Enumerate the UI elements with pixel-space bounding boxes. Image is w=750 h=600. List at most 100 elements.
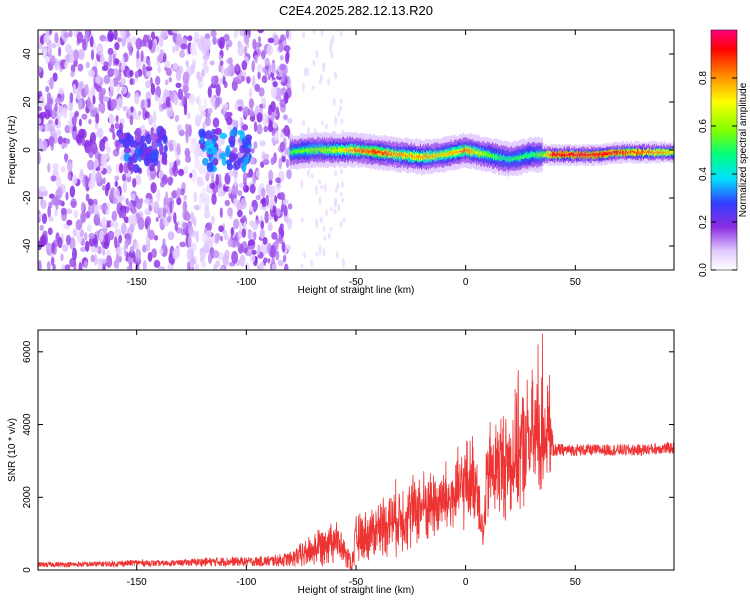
noise-speckle: [203, 210, 211, 219]
noise-speckle: [284, 91, 289, 104]
band-cell: [649, 151, 652, 154]
band-cell: [649, 148, 652, 155]
noise-speckle: [201, 186, 207, 199]
noise-speckle: [179, 241, 187, 248]
noise-speckle: [112, 220, 118, 227]
band-cell: [298, 148, 301, 153]
noise-speckle: [283, 125, 290, 137]
noise-speckle: [135, 266, 140, 270]
noise-speckle: [73, 209, 79, 219]
noise-speckle: [257, 30, 264, 34]
band-cell: [432, 155, 435, 157]
noise-speckle: [111, 210, 117, 222]
band-cell: [300, 150, 303, 153]
noise-speckle: [253, 141, 258, 150]
noise-blob: [241, 162, 247, 173]
noise-speckle: [54, 32, 59, 44]
band-cell: [417, 155, 419, 159]
noise-speckle: [330, 207, 334, 212]
band-cell: [464, 148, 467, 152]
noise-speckle: [306, 169, 310, 177]
noise-speckle: [261, 197, 267, 208]
noise-speckle: [134, 174, 142, 186]
noise-speckle: [158, 34, 164, 48]
noise-speckle: [219, 60, 224, 66]
colorbar-label: Normalized spectral amplitude: [738, 82, 749, 217]
band-cell: [380, 150, 383, 153]
noise-speckle: [197, 180, 205, 187]
noise-speckle: [220, 235, 223, 242]
snr-y-tick-label: 2000: [22, 486, 33, 509]
band-cell: [406, 155, 408, 157]
band-cell: [306, 149, 309, 152]
noise-speckle: [276, 95, 282, 102]
band-cell: [503, 157, 506, 161]
band-cell: [416, 155, 418, 158]
noise-blob: [155, 138, 162, 144]
noise-speckle: [47, 205, 51, 218]
noise-speckle: [222, 75, 226, 86]
band-cell: [494, 156, 496, 158]
band-cell: [528, 154, 531, 156]
band-cell: [534, 154, 537, 157]
noise-speckle: [153, 201, 160, 214]
band-cell: [296, 150, 299, 154]
noise-speckle: [315, 251, 319, 257]
noise-speckle: [112, 197, 119, 205]
noise-speckle: [243, 45, 248, 56]
noise-speckle: [117, 196, 122, 204]
band-cell: [509, 155, 512, 163]
noise-speckle: [39, 35, 45, 46]
noise-speckle: [250, 147, 255, 154]
noise-speckle: [336, 182, 340, 190]
noise-speckle: [114, 175, 120, 181]
noise-speckle: [174, 114, 180, 122]
band-cell: [490, 153, 492, 157]
band-cell: [465, 150, 468, 152]
band-cell: [446, 153, 449, 156]
colorbar-gradient: [710, 29, 738, 271]
noise-speckle: [116, 84, 120, 93]
band-cell: [576, 154, 579, 157]
noise-speckle: [115, 115, 119, 123]
noise-speckle: [129, 69, 134, 77]
noise-speckle: [303, 67, 307, 77]
band-cell: [502, 156, 505, 159]
band-cell: [393, 152, 395, 155]
noise-speckle: [96, 85, 103, 93]
noise-speckle: [45, 101, 52, 112]
noise-speckle: [150, 31, 156, 40]
band-cell: [415, 152, 417, 161]
band-cell: [375, 151, 378, 155]
band-cell: [327, 149, 329, 152]
band-cell: [463, 148, 466, 153]
noise-speckle: [203, 97, 207, 110]
noise-speckle: [50, 256, 55, 266]
noise-speckle: [223, 230, 228, 241]
band-cell: [447, 151, 450, 155]
band-cell: [340, 149, 342, 152]
noise-speckle: [129, 114, 134, 126]
noise-speckle: [105, 255, 113, 268]
noise-speckle: [332, 98, 336, 106]
noise-speckle: [99, 258, 107, 264]
noise-speckle: [260, 261, 265, 270]
band-cell: [513, 158, 516, 160]
noise-speckle: [214, 238, 219, 244]
band-cell: [536, 153, 539, 157]
band-cell: [622, 150, 624, 155]
noise-speckle: [233, 197, 238, 207]
noise-speckle: [195, 157, 200, 168]
noise-speckle: [196, 142, 201, 153]
band-cell: [574, 154, 577, 156]
noise-speckle: [81, 113, 88, 120]
noise-speckle: [237, 190, 243, 197]
band-cell: [607, 153, 610, 155]
noise-speckle: [80, 246, 87, 253]
noise-speckle: [114, 58, 119, 65]
noise-speckle: [190, 63, 195, 74]
noise-speckle: [87, 159, 95, 171]
band-cell: [495, 153, 497, 161]
noise-blob: [132, 153, 138, 164]
band-cell: [303, 149, 306, 151]
